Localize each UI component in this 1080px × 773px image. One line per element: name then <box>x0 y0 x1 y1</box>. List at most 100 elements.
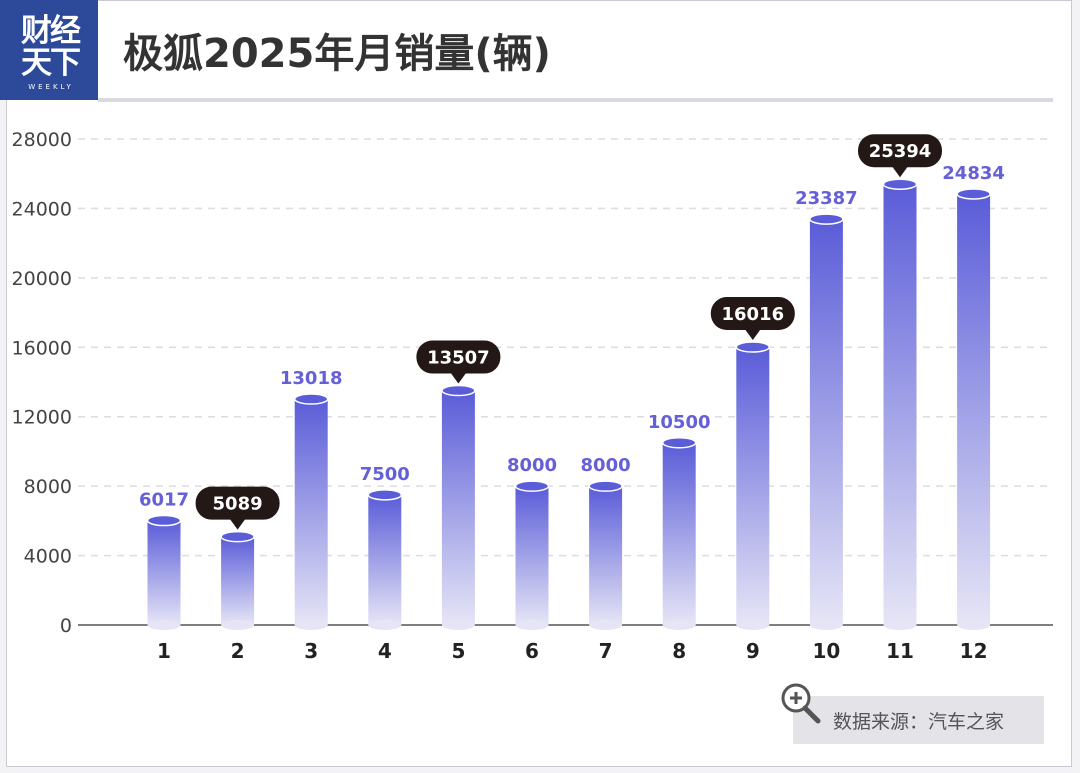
callout-pointer <box>229 518 246 530</box>
bar-5 <box>441 384 476 630</box>
value-label: 8000 <box>507 455 557 476</box>
bar-base <box>368 620 402 630</box>
bar-body <box>441 390 475 625</box>
bar-cap <box>661 437 697 449</box>
bar-12 <box>956 188 991 630</box>
bar-1 <box>146 514 182 630</box>
value-callout: 16016 <box>710 297 795 341</box>
y-tick-label: 12000 <box>12 407 72 429</box>
bar-body <box>809 219 843 626</box>
callout-pointer <box>892 166 908 178</box>
bar-cap <box>146 514 182 527</box>
y-tick-label: 28000 <box>12 129 72 151</box>
brand-logo-sub: WEEKLY <box>28 83 74 91</box>
brand-logo: 财经 天下 WEEKLY <box>0 0 98 100</box>
bar-cap <box>367 489 403 501</box>
value-label: 25394 <box>869 141 932 162</box>
x-axis-labels: 1 2 3 4 5 6 7 8 9 10 11 12 <box>157 639 987 663</box>
bar-base <box>147 620 181 630</box>
bar-2 <box>220 530 255 630</box>
value-label: 13507 <box>427 348 490 369</box>
bar-cap <box>882 178 918 190</box>
bar-base <box>294 620 328 630</box>
value-callout: 13507 <box>416 340 501 384</box>
x-tick-label: 8 <box>672 639 686 663</box>
bar-6 <box>514 480 550 630</box>
value-labels: 6017 5089 13018 7500 13507 8000 8000 10500 16016… <box>139 134 1005 530</box>
x-tick-label: 7 <box>599 639 613 663</box>
bar-9 <box>735 341 771 630</box>
x-tick-label: 5 <box>451 639 465 663</box>
bar-base <box>883 620 917 630</box>
y-tick-label: 8000 <box>24 476 72 498</box>
source-note: 数据来源：汽车之家 <box>793 696 1044 744</box>
value-label: 6017 <box>139 490 189 511</box>
y-tick-label: 4000 <box>24 546 72 568</box>
bar-cap <box>220 530 255 543</box>
bar-base <box>515 620 549 630</box>
bar-7 <box>588 480 623 630</box>
x-tick-label: 3 <box>304 639 318 663</box>
bar-body <box>368 494 402 625</box>
bar-base <box>662 620 696 630</box>
y-axis-ticks: 0 4000 8000 12000 16000 20000 24000 28000 <box>12 129 72 637</box>
value-label: 23387 <box>795 188 858 209</box>
bar-body <box>294 399 328 625</box>
title-divider <box>98 98 1053 102</box>
bar-base <box>957 620 991 630</box>
bars <box>146 178 991 630</box>
bar-cap <box>441 384 476 397</box>
callout-bubble <box>195 486 280 520</box>
bar-body <box>589 486 623 625</box>
bar-body <box>662 442 696 625</box>
x-tick-label: 6 <box>525 639 539 663</box>
bar-base <box>736 620 770 630</box>
callout-bubble <box>710 297 795 331</box>
source-text: 数据来源：汽车之家 <box>833 711 1005 733</box>
bar-base <box>221 620 255 630</box>
bar-base <box>441 620 475 630</box>
x-tick-label: 9 <box>746 639 760 663</box>
y-tick-label: 20000 <box>12 268 72 290</box>
value-label: 8000 <box>581 455 631 476</box>
x-tick-label: 1 <box>157 639 171 663</box>
x-tick-label: 10 <box>812 639 840 663</box>
x-tick-label: 11 <box>886 639 914 663</box>
brand-logo-line2: 天下 <box>21 45 81 81</box>
value-label: 10500 <box>648 412 711 433</box>
bar-cap <box>809 213 844 225</box>
bar-base <box>589 620 623 630</box>
chart-title: 极狐2025年月销量(辆) <box>123 31 551 77</box>
callout-bubble <box>416 340 501 374</box>
bar-cap <box>588 480 623 492</box>
bar-body <box>883 184 917 625</box>
bar-8 <box>661 437 697 630</box>
value-label: 24834 <box>942 163 1005 184</box>
bar-10 <box>809 213 844 630</box>
brand-logo-line1: 财经 <box>21 13 81 49</box>
callout-pointer <box>744 329 761 341</box>
value-label: 7500 <box>360 464 410 485</box>
bar-3 <box>293 393 329 630</box>
bar-4 <box>367 489 403 630</box>
bar-body <box>147 520 181 625</box>
x-tick-label: 2 <box>231 639 245 663</box>
y-tick-label: 24000 <box>12 198 72 220</box>
bar-11 <box>882 178 918 630</box>
bar-body <box>515 486 549 625</box>
bar-base <box>809 620 843 630</box>
value-callout: 5089 <box>195 486 280 530</box>
search-icon <box>781 683 821 724</box>
bar-cap <box>514 480 550 492</box>
value-label: 5089 <box>213 494 263 515</box>
callout-bubble <box>858 134 942 168</box>
x-tick-label: 4 <box>378 639 392 663</box>
bar-body <box>957 193 991 626</box>
bar-cap <box>735 341 771 353</box>
value-callout: 25394 <box>858 134 942 178</box>
y-tick-label: 0 <box>60 615 72 637</box>
x-tick-label: 12 <box>960 639 988 663</box>
callout-pointer <box>450 372 467 384</box>
value-label: 13018 <box>280 368 343 389</box>
